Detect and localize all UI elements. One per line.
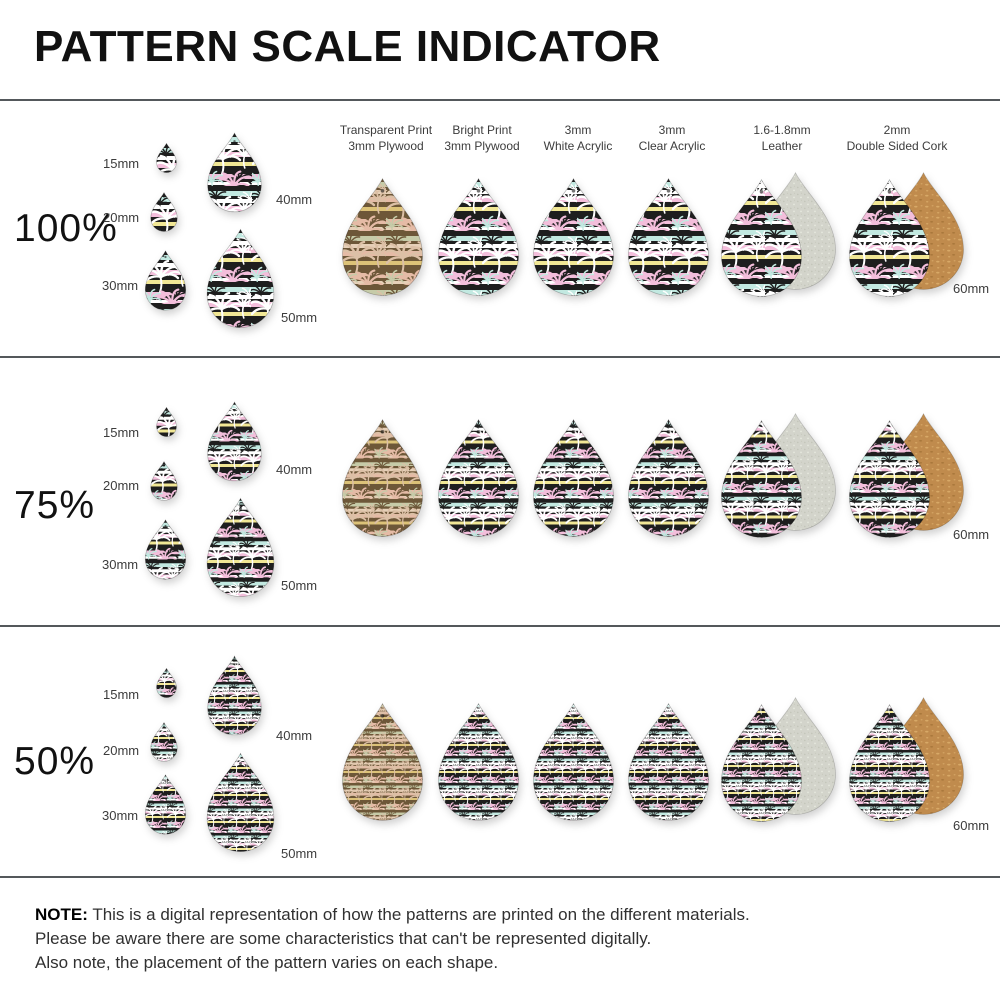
size-teardrop-20mm <box>150 192 178 233</box>
size-teardrop-40mm <box>206 132 263 214</box>
size-label-30mm: 30mm <box>102 278 139 293</box>
material-teardrop-leather <box>719 412 838 540</box>
note-line: Please be aware there are some character… <box>35 929 652 949</box>
size-label-20mm: 20mm <box>103 210 140 225</box>
scale-label: 50% <box>14 740 96 783</box>
size-teardrop-50mm <box>205 752 276 854</box>
material-teardrop-white-acrylic <box>531 177 616 298</box>
size-label-50mm: 50mm <box>281 578 318 593</box>
material-teardrop-transparent-plywood <box>340 702 425 823</box>
row-divider <box>0 876 1000 878</box>
size-teardrop-30mm <box>144 774 187 836</box>
size-teardrop-30mm <box>144 519 187 581</box>
size-label-40mm: 40mm <box>276 462 313 477</box>
scale-row-50: 50% 15mm 20mm 30mm 40mm 50mm 60mm <box>0 627 1000 876</box>
size-label-30mm: 30mm <box>102 808 139 823</box>
scale-row-75: 75% 15mm 20mm 30mm 40mm 50mm 60mm <box>0 358 1000 625</box>
material-size-label: 60mm <box>953 527 990 542</box>
size-teardrop-15mm <box>156 668 177 699</box>
size-label-15mm: 15mm <box>103 687 140 702</box>
material-header-transparent-plywood: Transparent Print 3mm Plywood <box>339 123 433 153</box>
material-teardrop-bright-plywood <box>436 702 521 823</box>
size-label-20mm: 20mm <box>103 478 140 493</box>
size-teardrop-15mm <box>156 143 177 174</box>
size-label-40mm: 40mm <box>276 192 313 207</box>
row-divider <box>0 99 1000 101</box>
material-header-white-acrylic: 3mm White Acrylic <box>543 123 613 153</box>
size-label-40mm: 40mm <box>276 728 313 743</box>
size-teardrop-50mm <box>205 497 276 599</box>
note: NOTE: This is a digital representation o… <box>35 903 795 975</box>
material-teardrop-leather <box>719 171 838 299</box>
size-label-15mm: 15mm <box>103 156 140 171</box>
size-label-15mm: 15mm <box>103 425 140 440</box>
material-teardrop-cork <box>847 412 966 540</box>
material-teardrop-white-acrylic <box>531 702 616 823</box>
material-size-label: 60mm <box>953 281 990 296</box>
size-teardrop-20mm <box>150 722 178 763</box>
size-teardrop-20mm <box>150 461 178 502</box>
material-teardrop-bright-plywood <box>436 418 521 539</box>
size-teardrop-50mm <box>205 228 276 330</box>
material-header-bright-plywood: Bright Print 3mm Plywood <box>444 123 520 153</box>
size-label-50mm: 50mm <box>281 846 318 861</box>
material-teardrop-transparent-plywood <box>340 418 425 539</box>
size-label-30mm: 30mm <box>102 557 139 572</box>
material-size-label: 60mm <box>953 818 990 833</box>
material-teardrop-leather <box>719 696 838 824</box>
material-teardrop-white-acrylic <box>531 418 616 539</box>
note-line: NOTE: This is a digital representation o… <box>35 905 750 924</box>
size-teardrop-30mm <box>144 250 187 312</box>
scale-label: 75% <box>14 484 96 527</box>
material-header-leather: 1.6-1.8mm Leather <box>753 123 811 153</box>
scale-label: 100% <box>14 207 118 250</box>
size-teardrop-40mm <box>206 401 263 483</box>
note-prefix: NOTE: <box>35 905 88 924</box>
material-teardrop-cork <box>847 171 966 299</box>
material-teardrop-cork <box>847 696 966 824</box>
note-line: Also note, the placement of the pattern … <box>35 953 499 973</box>
material-header-clear-acrylic: 3mm Clear Acrylic <box>638 123 706 153</box>
size-teardrop-15mm <box>156 407 177 438</box>
size-teardrop-40mm <box>206 655 263 737</box>
material-teardrop-clear-acrylic <box>626 177 711 298</box>
scale-row-100: 100% Transparent Print 3mm Plywood Bright… <box>0 101 1000 356</box>
material-teardrop-transparent-plywood <box>340 177 425 298</box>
row-divider <box>0 625 1000 627</box>
material-teardrop-bright-plywood <box>436 177 521 298</box>
material-header-cork: 2mm Double Sided Cork <box>846 123 948 153</box>
row-divider <box>0 356 1000 358</box>
size-label-50mm: 50mm <box>281 310 318 325</box>
material-teardrop-clear-acrylic <box>626 418 711 539</box>
size-label-20mm: 20mm <box>103 743 140 758</box>
page-title: PATTERN SCALE INDICATOR <box>34 22 661 71</box>
material-teardrop-clear-acrylic <box>626 702 711 823</box>
